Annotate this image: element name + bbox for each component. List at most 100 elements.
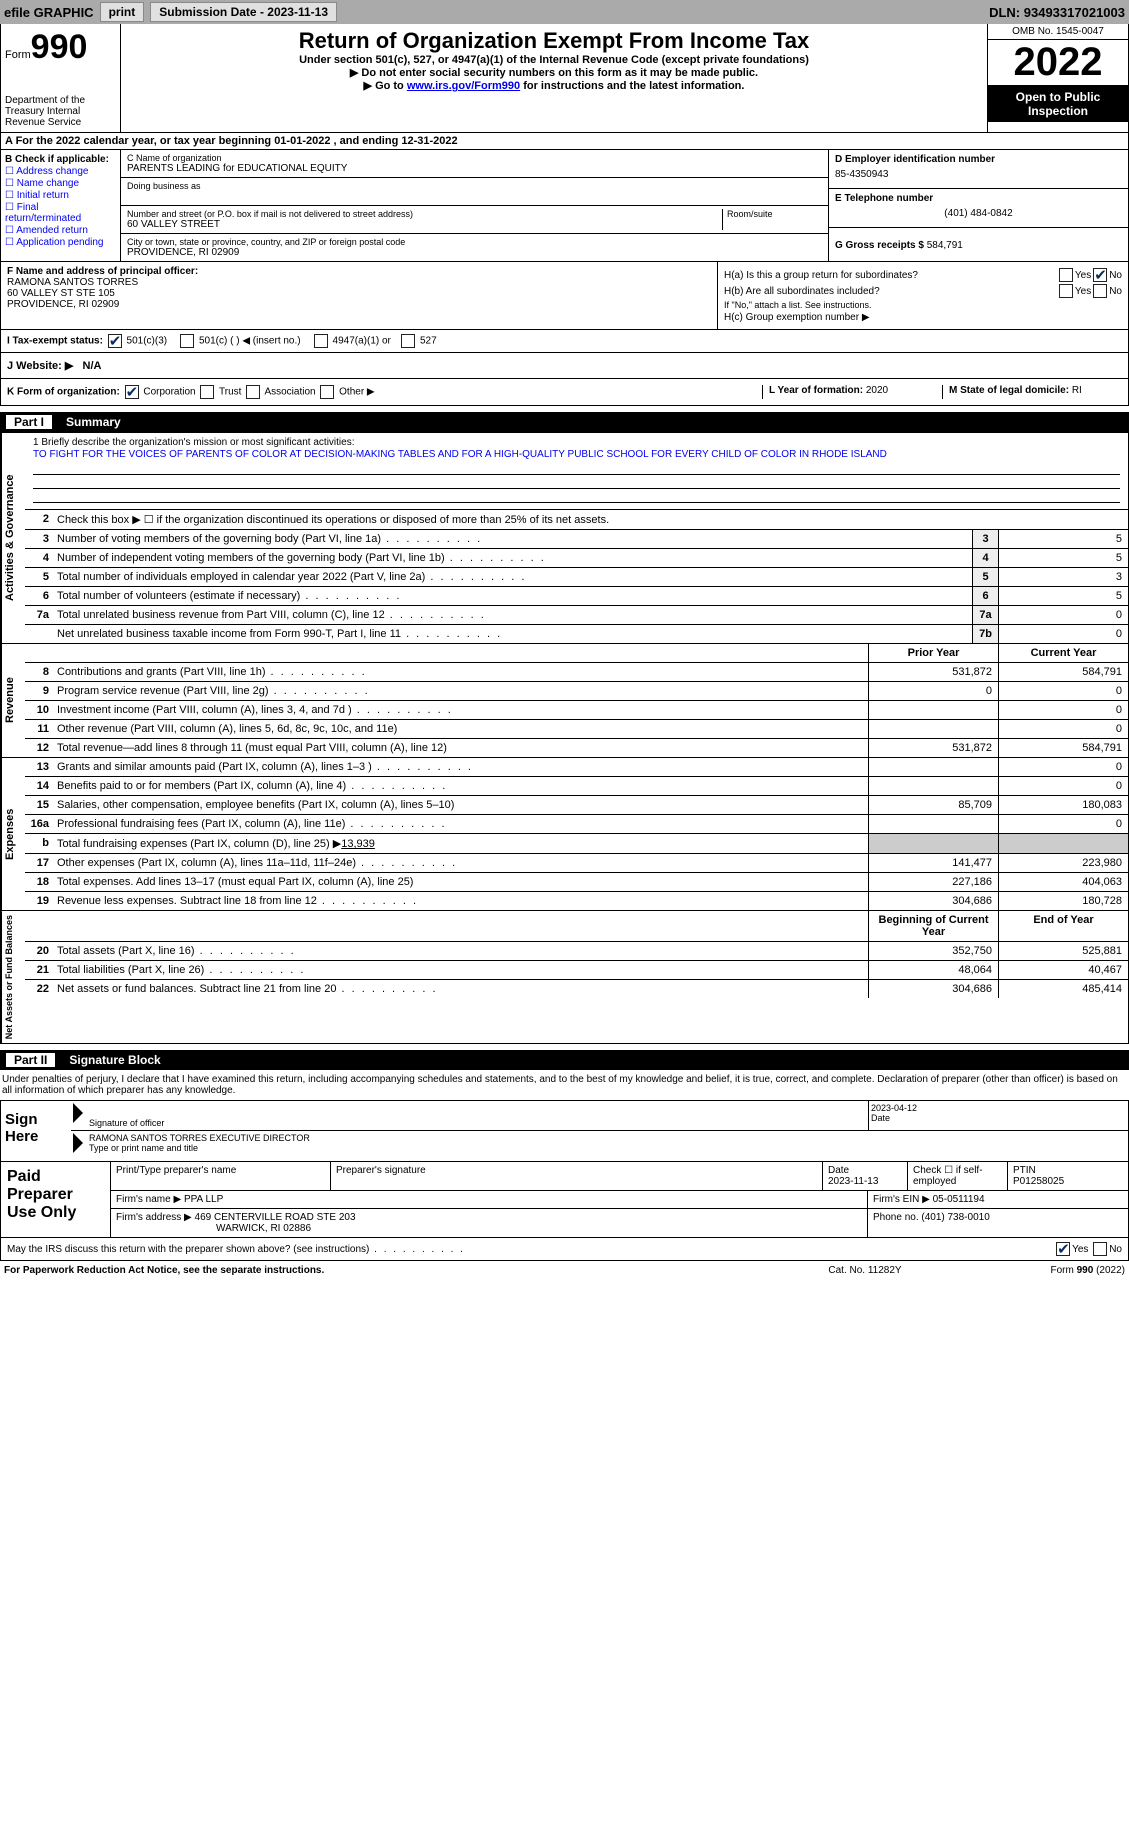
- officer-printed-name: RAMONA SANTOS TORRES EXECUTIVE DIRECTOR: [89, 1133, 1126, 1143]
- chk-4947[interactable]: [314, 334, 328, 348]
- tax-year: 2022: [988, 40, 1128, 86]
- gross-box: G Gross receipts $ 584,791: [829, 228, 1128, 255]
- vtab-netassets: Net Assets or Fund Balances: [1, 911, 25, 1043]
- prep-date: 2023-11-13: [828, 1176, 878, 1187]
- chk-501c3[interactable]: [108, 334, 122, 348]
- hc-line: H(c) Group exemption number ▶: [724, 312, 1122, 323]
- form-header-left: Form990 Department of the Treasury Inter…: [1, 24, 121, 132]
- discuss-no-checkbox[interactable]: [1093, 1242, 1107, 1256]
- ha-yes-checkbox[interactable]: [1059, 268, 1073, 282]
- fundraising-total: 13,939: [341, 838, 375, 850]
- chk-name-change[interactable]: ☐ Name change: [5, 178, 116, 189]
- ha-no-checkbox[interactable]: [1093, 268, 1107, 282]
- omb-number: OMB No. 1545-0047: [988, 24, 1128, 40]
- officer-addr1: 60 VALLEY ST STE 105: [7, 288, 115, 299]
- row-k: K Form of organization: Corporation Trus…: [0, 379, 1129, 406]
- dln: DLN: 93493317021003: [989, 5, 1125, 20]
- dept-label: Department of the Treasury Internal Reve…: [5, 95, 116, 128]
- section-fh: F Name and address of principal officer:…: [0, 262, 1129, 330]
- val-7a: 0: [998, 606, 1128, 624]
- chk-app-pending[interactable]: ☐ Application pending: [5, 237, 116, 248]
- row-j: J Website: ▶ N/A: [0, 353, 1129, 379]
- summary-governance: Activities & Governance 1 Briefly descri…: [0, 432, 1129, 644]
- ein-value: 85-4350943: [835, 165, 1122, 184]
- val-3: 5: [998, 530, 1128, 548]
- paid-preparer-label: Paid Preparer Use Only: [1, 1162, 111, 1237]
- firm-addr2: WARWICK, RI 02886: [216, 1223, 311, 1234]
- hb-yes-checkbox[interactable]: [1059, 284, 1073, 298]
- firm-addr1: 469 CENTERVILLE ROAD STE 203: [195, 1212, 356, 1223]
- chk-initial-return[interactable]: ☐ Initial return: [5, 190, 116, 201]
- summary-revenue: Revenue Prior YearCurrent Year 8Contribu…: [0, 644, 1129, 758]
- vtab-governance: Activities & Governance: [1, 433, 25, 643]
- gross-receipts: 584,791: [927, 240, 963, 251]
- chk-trust[interactable]: [200, 385, 214, 399]
- ha-line: H(a) Is this a group return for subordin…: [724, 268, 1122, 282]
- org-name-box: C Name of organization PARENTS LEADING f…: [121, 150, 828, 178]
- chk-assoc[interactable]: [246, 385, 260, 399]
- chk-527[interactable]: [401, 334, 415, 348]
- hb-no-checkbox[interactable]: [1093, 284, 1107, 298]
- topbar: efile GRAPHIC print Submission Date - 20…: [0, 0, 1129, 24]
- chk-501c[interactable]: [180, 334, 194, 348]
- col-c: C Name of organization PARENTS LEADING f…: [121, 150, 828, 261]
- discuss-row: May the IRS discuss this return with the…: [0, 1238, 1129, 1261]
- mission-text: TO FIGHT FOR THE VOICES OF PARENTS OF CO…: [33, 448, 1120, 461]
- ptin: P01258025: [1013, 1176, 1064, 1187]
- chk-final-return[interactable]: ☐ Final return/terminated: [5, 202, 116, 224]
- submission-date-button[interactable]: Submission Date - 2023-11-13: [150, 2, 337, 22]
- year-formation: 2020: [866, 385, 888, 396]
- preparer-block: Paid Preparer Use Only Print/Type prepar…: [0, 1162, 1129, 1238]
- part1-bar: Part I Summary: [0, 412, 1129, 432]
- penalty-statement: Under penalties of perjury, I declare th…: [0, 1070, 1129, 1100]
- firm-phone: (401) 738-0010: [921, 1212, 989, 1223]
- form-title: Return of Organization Exempt From Incom…: [129, 28, 979, 54]
- firm-ein: 05-0511194: [933, 1194, 985, 1205]
- efile-label: efile GRAPHIC: [4, 5, 94, 20]
- chk-address-change[interactable]: ☐ Address change: [5, 166, 116, 177]
- chk-other[interactable]: [320, 385, 334, 399]
- col-d: D Employer identification number 85-4350…: [828, 150, 1128, 261]
- addr-box: Number and street (or P.O. box if mail i…: [121, 206, 828, 234]
- sign-date: 2023-04-12: [871, 1103, 1126, 1113]
- cat-no: Cat. No. 11282Y: [765, 1265, 965, 1276]
- vtab-expenses: Expenses: [1, 758, 25, 910]
- tel-box: E Telephone number (401) 484-0842: [829, 189, 1128, 228]
- print-button[interactable]: print: [100, 2, 145, 22]
- sign-block: Sign Here Signature of officer 2023-04-1…: [0, 1100, 1129, 1162]
- officer-addr2: PROVIDENCE, RI 02909: [7, 299, 119, 310]
- chk-corp[interactable]: [125, 385, 139, 399]
- section-bcd: B Check if applicable: ☐ Address change …: [0, 150, 1129, 262]
- irs-link[interactable]: www.irs.gov/Form990: [407, 80, 520, 92]
- col-b: B Check if applicable: ☐ Address change …: [1, 150, 121, 261]
- form-subtitle: Under section 501(c), 527, or 4947(a)(1)…: [129, 54, 979, 66]
- col-h: H(a) Is this a group return for subordin…: [718, 262, 1128, 329]
- chk-amended[interactable]: ☐ Amended return: [5, 225, 116, 236]
- mission-block: 1 Briefly describe the organization's mi…: [25, 433, 1128, 510]
- sig-arrow-icon: [73, 1103, 83, 1123]
- org-name: PARENTS LEADING for EDUCATIONAL EQUITY: [127, 163, 822, 174]
- col-b-label: B Check if applicable:: [5, 154, 109, 165]
- val-4: 5: [998, 549, 1128, 567]
- row-a: A For the 2022 calendar year, or tax yea…: [0, 133, 1129, 150]
- form-note-1: ▶ Do not enter social security numbers o…: [129, 66, 979, 79]
- state-domicile: RI: [1072, 385, 1082, 396]
- form-ref: Form 990 (2022): [965, 1265, 1125, 1276]
- form-header-right: OMB No. 1545-0047 2022 Open to Public In…: [988, 24, 1128, 132]
- hb-line: H(b) Are all subordinates included? Yes …: [724, 284, 1122, 298]
- form-header-mid: Return of Organization Exempt From Incom…: [121, 24, 988, 132]
- hb-note: If "No," attach a list. See instructions…: [724, 300, 1122, 310]
- val-6: 5: [998, 587, 1128, 605]
- col-f: F Name and address of principal officer:…: [1, 262, 718, 329]
- form-note-2: ▶ Go to www.irs.gov/Form990 for instruct…: [129, 79, 979, 92]
- val-5: 3: [998, 568, 1128, 586]
- discuss-yes-checkbox[interactable]: [1056, 1242, 1070, 1256]
- summary-netassets: Net Assets or Fund Balances Beginning of…: [0, 911, 1129, 1044]
- dba-box: Doing business as: [121, 178, 828, 206]
- officer-name: RAMONA SANTOS TORRES: [7, 277, 138, 288]
- open-inspection: Open to Public Inspection: [988, 86, 1128, 122]
- firm-name: PPA LLP: [184, 1194, 223, 1205]
- city-box: City or town, state or province, country…: [121, 234, 828, 261]
- tel-value: (401) 484-0842: [835, 204, 1122, 223]
- vtab-revenue: Revenue: [1, 644, 25, 757]
